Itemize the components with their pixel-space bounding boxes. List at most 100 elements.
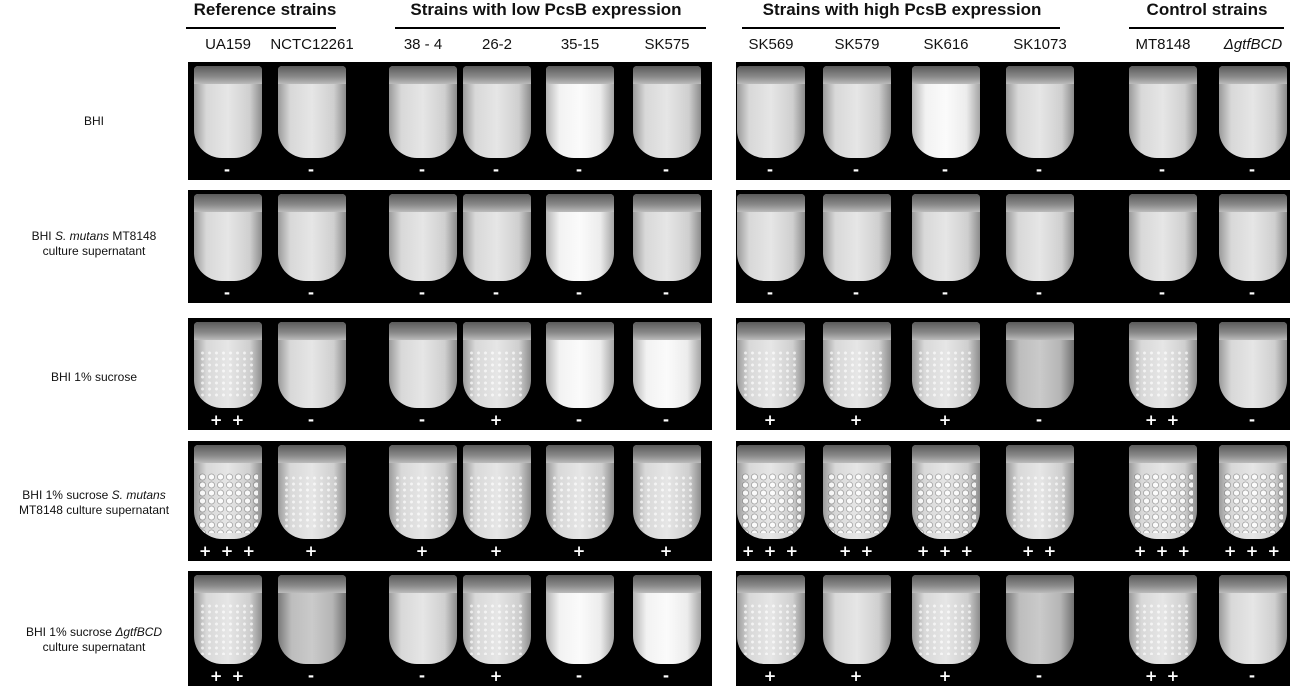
culture-tube — [912, 322, 980, 408]
culture-tube — [463, 445, 531, 539]
strain-label: SK575 — [644, 36, 690, 53]
aggregation-score: - — [1158, 161, 1168, 179]
culture-tube — [389, 445, 457, 539]
group-header: Strains with high PcsB expression — [762, 0, 1042, 19]
aggregation-score: - — [418, 411, 428, 429]
culture-tube — [912, 194, 980, 281]
aggregation-score: - — [492, 284, 502, 302]
culture-tube — [823, 194, 891, 281]
culture-tube — [546, 194, 614, 281]
group-header: Strains with low PcsB expression — [410, 0, 682, 19]
aggregation-score: - — [1035, 667, 1045, 685]
culture-tube — [1219, 445, 1287, 539]
aggregation-score: + — [938, 667, 954, 685]
aggregation-score: - — [852, 284, 862, 302]
aggregation-score: - — [223, 284, 233, 302]
culture-tube — [1129, 194, 1197, 281]
aggregation-score: - — [418, 161, 428, 179]
condition-label: BHI — [83, 113, 104, 128]
culture-tube — [389, 575, 457, 664]
aggregation-score: + + — [209, 667, 247, 685]
culture-tube — [912, 575, 980, 664]
culture-tube — [737, 322, 805, 408]
aggregation-score: - — [575, 667, 585, 685]
aggregation-score: - — [852, 161, 862, 179]
aggregation-score: - — [941, 161, 951, 179]
aggregation-score: + — [849, 667, 865, 685]
culture-tube — [389, 66, 457, 158]
aggregation-score: + — [659, 542, 675, 560]
aggregation-score: + — [938, 411, 954, 429]
aggregation-score: - — [662, 161, 672, 179]
culture-tube — [278, 575, 346, 664]
aggregation-score: - — [1158, 284, 1168, 302]
aggregation-score: + — [763, 667, 779, 685]
aggregation-score: - — [307, 284, 317, 302]
culture-tube — [1006, 575, 1074, 664]
group-underline — [186, 27, 336, 29]
culture-tube — [633, 445, 701, 539]
aggregation-score: - — [1035, 411, 1045, 429]
condition-label: BHI 1% sucrose ΔgtfBCD culture supernatan… — [25, 625, 163, 654]
culture-tube — [389, 322, 457, 408]
aggregation-score: + — [849, 411, 865, 429]
aggregation-score: + + — [1021, 542, 1059, 560]
aggregation-score: + + + — [198, 542, 258, 560]
culture-tube — [1006, 194, 1074, 281]
culture-tube — [633, 194, 701, 281]
aggregation-score: - — [766, 284, 776, 302]
culture-tube — [278, 445, 346, 539]
aggregation-score: - — [492, 161, 502, 179]
culture-tube — [278, 322, 346, 408]
culture-tube — [1006, 66, 1074, 158]
aggregation-score: - — [662, 411, 672, 429]
culture-tube — [546, 445, 614, 539]
aggregation-score: - — [575, 284, 585, 302]
aggregation-score: - — [1248, 411, 1258, 429]
culture-tube — [463, 575, 531, 664]
aggregation-score: + — [489, 411, 505, 429]
strain-label: ΔgtfBCD — [1223, 36, 1283, 53]
aggregation-score: - — [941, 284, 951, 302]
group-underline — [395, 27, 706, 29]
culture-tube — [1129, 575, 1197, 664]
group-header: Control strains — [1146, 0, 1268, 19]
aggregation-score: + + — [838, 542, 876, 560]
culture-tube — [1219, 322, 1287, 408]
strain-label: MT8148 — [1135, 36, 1191, 53]
culture-tube — [1219, 66, 1287, 158]
culture-tube — [823, 322, 891, 408]
culture-tube — [463, 194, 531, 281]
culture-tube — [737, 445, 805, 539]
culture-tube — [194, 194, 262, 281]
culture-tube — [546, 575, 614, 664]
culture-tube — [1219, 194, 1287, 281]
aggregation-score: + — [489, 542, 505, 560]
culture-tube — [546, 66, 614, 158]
group-underline — [742, 27, 1060, 29]
culture-tube — [633, 575, 701, 664]
aggregation-score: - — [575, 411, 585, 429]
strain-label: SK579 — [834, 36, 880, 53]
aggregation-score: + — [763, 411, 779, 429]
culture-tube — [1219, 575, 1287, 664]
aggregation-score: + — [415, 542, 431, 560]
aggregation-score: + — [489, 667, 505, 685]
culture-tube — [737, 575, 805, 664]
aggregation-score: - — [418, 284, 428, 302]
strain-label: 35-15 — [560, 36, 600, 53]
aggregation-score: - — [418, 667, 428, 685]
culture-tube — [737, 66, 805, 158]
aggregation-score: - — [307, 161, 317, 179]
aggregation-score: - — [766, 161, 776, 179]
culture-tube — [278, 66, 346, 158]
culture-tube — [737, 194, 805, 281]
culture-tube — [194, 445, 262, 539]
aggregation-score: - — [307, 411, 317, 429]
condition-label: BHI 1% sucrose S. mutans MT8148 culture s… — [18, 488, 170, 517]
aggregation-score: - — [1035, 161, 1045, 179]
culture-tube — [823, 575, 891, 664]
strain-label: UA159 — [205, 36, 251, 53]
aggregation-score: + — [572, 542, 588, 560]
aggregation-score: + + — [1144, 667, 1182, 685]
